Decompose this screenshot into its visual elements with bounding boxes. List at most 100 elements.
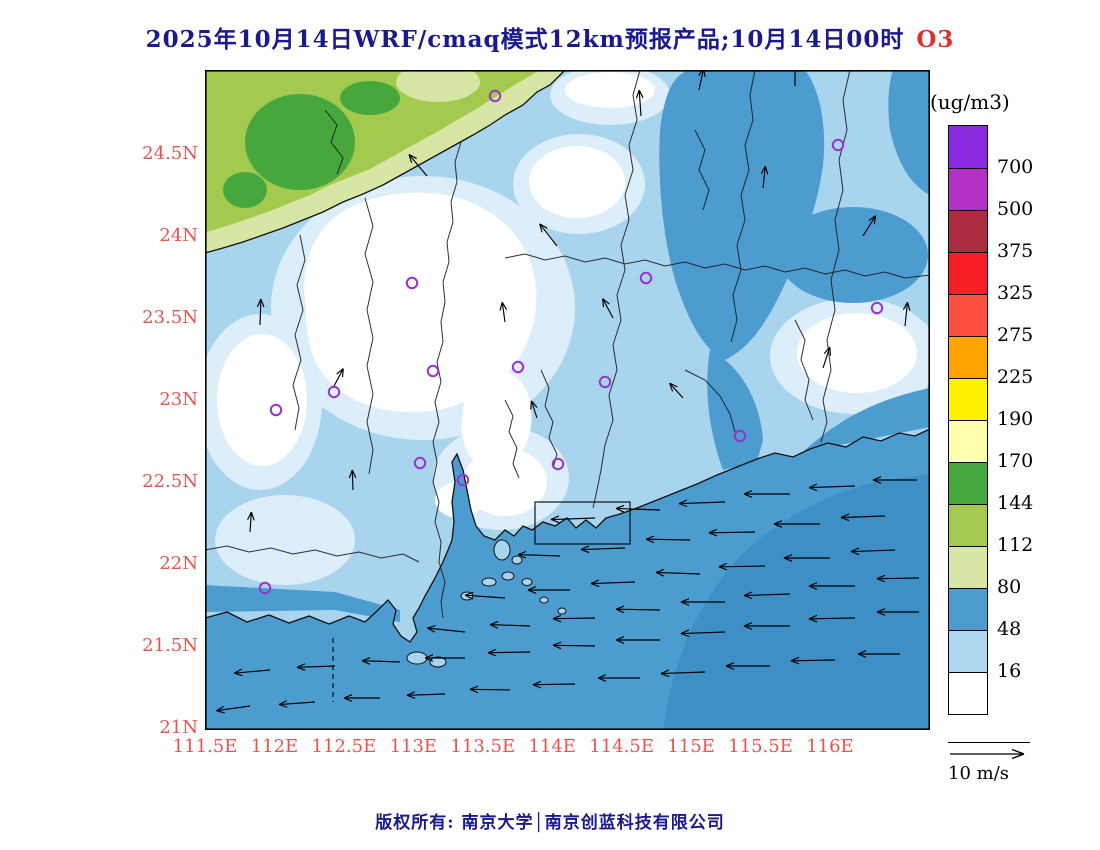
wind-reference-label: 10 m/s bbox=[948, 763, 1009, 784]
islands bbox=[406, 539, 567, 668]
wind-arrow bbox=[406, 691, 446, 699]
station-marker bbox=[488, 89, 502, 103]
wind-arrow bbox=[660, 669, 706, 678]
wind-arrow bbox=[840, 513, 886, 522]
wind-arrow bbox=[669, 382, 684, 399]
wind-arrow bbox=[743, 490, 790, 498]
lon-tick-label: 112E bbox=[250, 736, 299, 757]
lat-tick-label: 23N bbox=[159, 389, 198, 410]
station-marker bbox=[598, 375, 612, 389]
colorbar-cell bbox=[949, 630, 987, 672]
wind-arrow bbox=[678, 499, 726, 508]
colorbar-level-label: 700 bbox=[997, 156, 1034, 178]
wind-arrow bbox=[602, 298, 614, 319]
lon-tick-label: 116E bbox=[806, 736, 854, 757]
wind-arrow bbox=[426, 625, 466, 633]
region-of-interest-box bbox=[534, 501, 631, 545]
wind-arrow bbox=[597, 674, 640, 682]
wind-arrow bbox=[635, 89, 644, 117]
colorbar-cell bbox=[949, 168, 987, 210]
wind-arrow bbox=[872, 476, 917, 484]
station-marker bbox=[551, 457, 565, 471]
colorbar-cell bbox=[949, 210, 987, 252]
wind-arrow bbox=[527, 586, 570, 594]
colorbar-cell bbox=[949, 588, 987, 630]
wind-arrow bbox=[718, 562, 766, 571]
wind-arrow bbox=[743, 622, 790, 630]
wind-arrow bbox=[790, 656, 836, 665]
station-marker bbox=[269, 403, 283, 417]
species-label: O3 bbox=[916, 26, 955, 53]
wind-arrow bbox=[645, 535, 691, 544]
wind-arrow bbox=[902, 301, 911, 327]
station-marker bbox=[426, 364, 440, 378]
colorbar-level-label: 170 bbox=[997, 450, 1034, 472]
wind-arrow bbox=[783, 554, 830, 562]
title-text: 2025年10月14日WRF/cmaq模式12km预报产品;10月14日00时 bbox=[145, 26, 905, 53]
colorbar-cell bbox=[949, 294, 987, 336]
station-marker bbox=[456, 473, 470, 487]
wind-arrow bbox=[361, 657, 401, 665]
wind-arrow bbox=[708, 528, 756, 537]
wind-arrow bbox=[850, 547, 896, 556]
wind-arrow bbox=[343, 694, 380, 702]
colorbar-cell bbox=[949, 546, 987, 588]
wind-arrow bbox=[615, 605, 661, 614]
wind-arrow bbox=[487, 648, 531, 657]
wind-arrow bbox=[247, 511, 255, 533]
colorbar-level-label: 225 bbox=[997, 366, 1034, 388]
lon-tick-label: 113.5E bbox=[450, 736, 516, 757]
wind-arrow bbox=[857, 650, 900, 658]
colorbar-unit-label: (ug/m3) bbox=[930, 90, 1010, 114]
wind-arrow bbox=[680, 598, 725, 606]
wind-arrow bbox=[408, 154, 428, 177]
lat-tick-label: 23.5N bbox=[142, 307, 198, 328]
wind-arrow bbox=[808, 483, 856, 492]
colorbar-cell bbox=[949, 420, 987, 462]
wind-arrow bbox=[348, 469, 357, 491]
colorbar bbox=[948, 125, 988, 715]
wind-arrow bbox=[256, 298, 265, 326]
wind-arrow bbox=[760, 165, 769, 189]
map-frame bbox=[205, 70, 930, 730]
wind-arrow bbox=[469, 685, 511, 694]
wind-arrow bbox=[517, 550, 561, 559]
contour-green-regions bbox=[205, 70, 565, 253]
lat-tick-label: 24N bbox=[159, 225, 198, 246]
lon-tick-label: 114E bbox=[528, 736, 576, 757]
station-marker bbox=[733, 429, 747, 443]
lon-tick-label: 111.5E bbox=[172, 736, 238, 757]
wind-arrow bbox=[552, 641, 596, 650]
station-marker bbox=[413, 456, 427, 470]
station-marker bbox=[258, 581, 272, 595]
station-marker bbox=[639, 271, 653, 285]
station-marker bbox=[870, 301, 884, 315]
colorbar-cell bbox=[949, 504, 987, 546]
colorbar-level-label: 275 bbox=[997, 324, 1034, 346]
station-marker bbox=[405, 276, 419, 290]
colorbar-cell bbox=[949, 336, 987, 378]
colorbar-level-label: 375 bbox=[997, 240, 1034, 262]
wind-arrow bbox=[580, 545, 626, 554]
contour-medium-blue-land-patches bbox=[205, 70, 930, 622]
colorbar-level-label: 500 bbox=[997, 198, 1034, 220]
station-marker bbox=[327, 385, 341, 399]
colorbar-level-label: 144 bbox=[997, 492, 1034, 514]
wind-arrow bbox=[655, 568, 701, 577]
lat-tick-label: 24.5N bbox=[142, 143, 198, 164]
wind-arrow bbox=[233, 668, 271, 677]
wind-arrow bbox=[698, 70, 706, 91]
wind-arrow bbox=[499, 301, 508, 323]
wind-arrow bbox=[464, 591, 506, 600]
o3-contour-map bbox=[205, 70, 930, 730]
colorbar-level-label: 16 bbox=[997, 660, 1022, 682]
colorbar-level-label: 190 bbox=[997, 408, 1034, 430]
lon-tick-label: 113E bbox=[389, 736, 438, 757]
wind-arrow bbox=[743, 591, 791, 600]
map-plot-area bbox=[205, 70, 930, 730]
wind-arrow bbox=[725, 662, 770, 670]
lat-tick-label: 21.5N bbox=[142, 635, 198, 656]
colorbar-cell bbox=[949, 672, 987, 714]
lon-tick-label: 115.5E bbox=[728, 736, 793, 757]
